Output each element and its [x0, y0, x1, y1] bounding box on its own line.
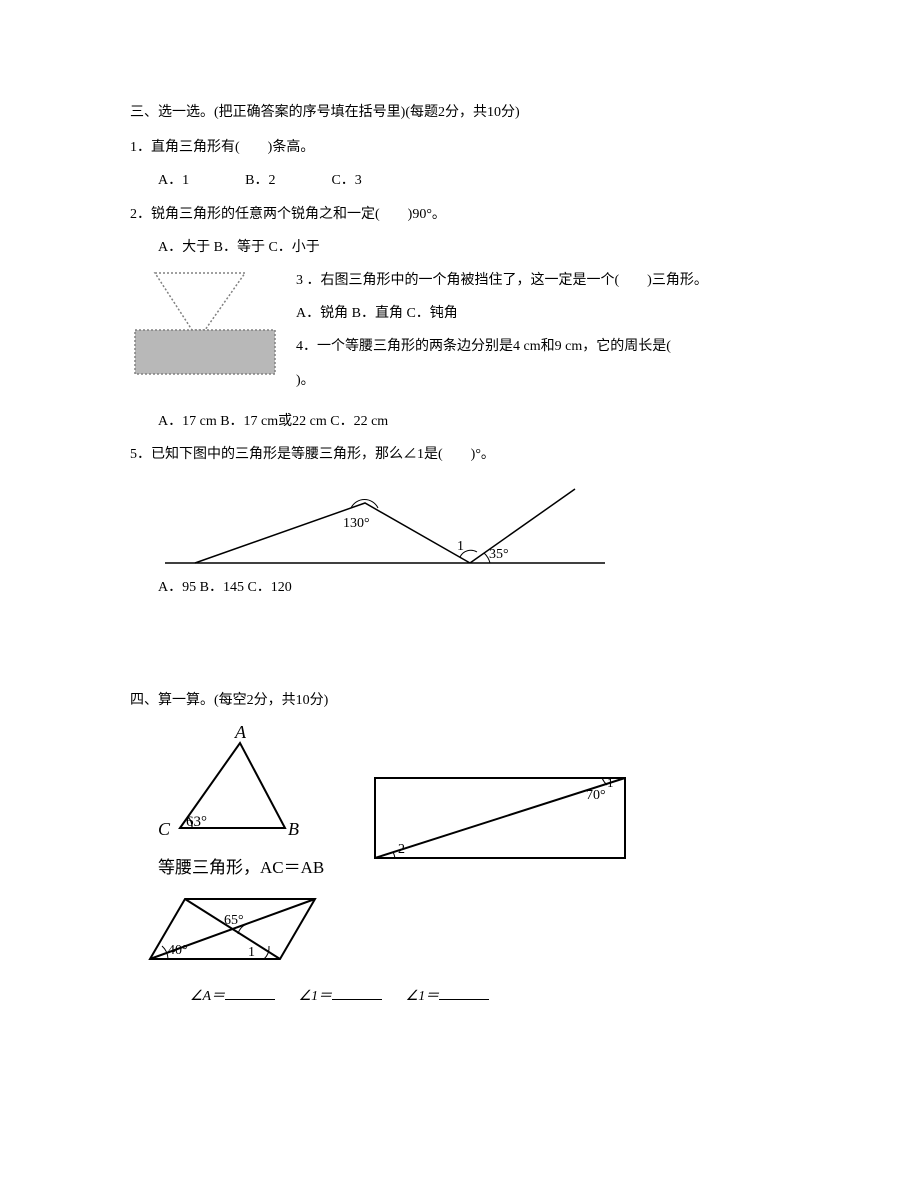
q5-text: 5．已知下图中的三角形是等腰三角形，那么∠1是( )°。 — [130, 442, 790, 467]
label-A: A — [234, 723, 247, 742]
para-label-1: 1 — [248, 945, 255, 960]
s4-parallelogram-svg: 40° 65° 1 — [130, 884, 330, 974]
blank-2 — [332, 985, 382, 1000]
q5-options: A．95 B．145 C．120 — [130, 575, 790, 600]
q3-block: 3 ．右图三角形中的一个角被挡住了，这一定是一个( )三角形。 A．锐角 B．直… — [130, 268, 790, 401]
para-angle-65: 65° — [224, 913, 244, 928]
q5-angle-130: 130° — [343, 516, 370, 531]
section-3-title: 三、选一选。(把正确答案的序号填在括号里)(每题2分，共10分) — [130, 100, 790, 125]
section-4-figures: A C B 63° 等腰三角形，AC＝AB 40° 65° 1 70° 1 — [130, 723, 790, 974]
s4-rect-svg: 70° 1 2 — [370, 773, 630, 868]
ans-A-label: ∠A＝ — [190, 989, 225, 1004]
label-B: B — [288, 819, 299, 839]
rect-angle-70: 70° — [586, 788, 606, 803]
q3-svg — [130, 268, 280, 388]
q4-options: A．17 cm B．17 cm或22 cm C．22 cm — [130, 409, 790, 434]
label-C: C — [158, 819, 171, 839]
q1-text: 1．直角三角形有( )条高。 — [130, 135, 790, 160]
q3-figure — [130, 268, 280, 388]
rect-label-2: 2 — [398, 842, 405, 857]
s4-rect-figure: 70° 1 2 — [370, 773, 630, 868]
q5-svg: 130° 1 35° — [155, 475, 615, 575]
ans-1b-label: ∠1＝ — [406, 989, 440, 1004]
rect-label-1: 1 — [607, 775, 614, 790]
q5-angle-35: 35° — [489, 547, 509, 562]
q5-label-1: 1 — [457, 539, 464, 554]
angle-63: 63° — [186, 814, 207, 830]
q3-options: A．锐角 B．直角 C．钝角 — [296, 301, 790, 326]
s4-triangle-svg: A C B 63° — [130, 723, 330, 853]
q2-text: 2．锐角三角形的任意两个锐角之和一定( )90°。 — [130, 202, 790, 227]
q4-line1: 4．一个等腰三角形的两条边分别是4 cm和9 cm，它的周长是( — [296, 334, 790, 359]
section-4-answers: ∠A＝ ∠1＝ ∠1＝ — [130, 984, 790, 1009]
q2-options: A．大于 B．等于 C．小于 — [130, 235, 790, 260]
section-4-title: 四、算一算。(每空2分，共10分) — [130, 688, 790, 713]
q4-line2: )。 — [296, 368, 790, 393]
ans-1a-label: ∠1＝ — [299, 989, 333, 1004]
q5-figure: 130° 1 35° — [130, 475, 790, 575]
s4-tri-caption: 等腰三角形，AC＝AB — [130, 853, 324, 884]
blank-3 — [439, 985, 489, 1000]
blank-1 — [225, 985, 275, 1000]
q3-line1: 3 ．右图三角形中的一个角被挡住了，这一定是一个( )三角形。 — [296, 268, 790, 293]
para-angle-40: 40° — [168, 943, 188, 958]
q1-options: A．1 B．2 C．3 — [130, 168, 790, 193]
